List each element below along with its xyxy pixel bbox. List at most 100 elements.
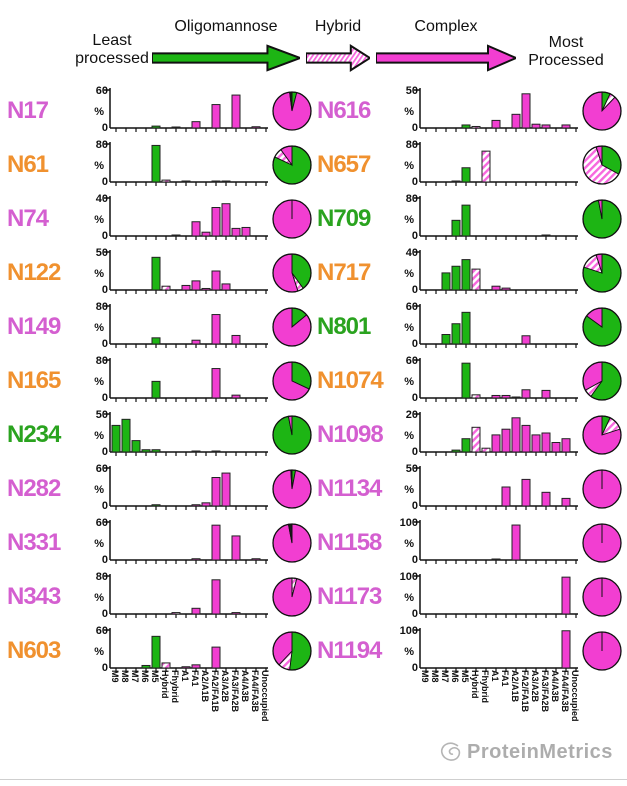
svg-text:0: 0 [102, 392, 108, 404]
bar-chart-N331: 60% 0 [94, 517, 268, 566]
site-label-N149: N149 [7, 313, 61, 340]
bar-N1074-Hybrid [471, 394, 481, 399]
x-axis-label-left-Fhybrid: Fhybrid [170, 670, 180, 703]
glyco-site-row-N165: N165 80% 0 [2, 354, 314, 408]
bar-N74-FA1 [191, 221, 201, 237]
bar-chart-N1173: 100% 0 [400, 571, 578, 620]
glyco-site-row-N1134: N1134 50% 0 [312, 462, 624, 516]
svg-text:100: 100 [400, 571, 418, 583]
bar-N1134-FA2/FA1B [521, 478, 531, 507]
pie-chart-N74 [272, 199, 312, 239]
svg-text:0: 0 [412, 338, 418, 350]
bar-N1074-FA2/FA1B [521, 389, 531, 399]
svg-text:0: 0 [102, 284, 108, 296]
most-processed-label: Most Processed [516, 34, 616, 70]
svg-text:50: 50 [96, 409, 108, 421]
x-axis-label-right-M8: M8 [430, 670, 440, 683]
bar-chart-N1074: 60% 0 [404, 355, 578, 404]
bar-N122-M5 [151, 256, 161, 291]
pie-chart-N709 [582, 199, 622, 239]
svg-text:60: 60 [96, 85, 108, 97]
svg-text:%: % [404, 376, 414, 388]
svg-text:80: 80 [96, 355, 108, 367]
svg-text:60: 60 [96, 625, 108, 637]
bar-N74-FA3/FA2B [231, 227, 241, 237]
pie-chart-N343 [272, 577, 312, 617]
bar-N17-FA1 [191, 121, 201, 129]
svg-text:%: % [94, 376, 104, 388]
x-axis-label-left-Unoccupied: Unoccupied [260, 670, 270, 722]
glyco-site-row-N1074: N1074 60% 0 [312, 354, 624, 408]
glyco-site-row-N603: N603 60% 0 [2, 624, 314, 678]
bar-N657-Fhybrid [481, 150, 491, 183]
bar-N616-FA2/FA1B [521, 93, 531, 129]
bar-N122-Hybrid [161, 285, 171, 291]
pie-chart-N234 [272, 415, 312, 455]
bar-N74-A4/A3B [241, 226, 251, 237]
svg-text:%: % [94, 268, 104, 280]
svg-text:80: 80 [96, 139, 108, 151]
pie-chart-N122 [272, 253, 312, 293]
glyco-site-row-N616: N616 50% 0 [312, 84, 624, 138]
site-label-N165: N165 [7, 367, 61, 394]
x-axis-label-left-FA3/FA2B: FA3/FA2B [230, 670, 240, 713]
bar-N17-FA3/FA2B [231, 94, 241, 129]
bar-N616-A3/A2B [531, 123, 541, 129]
bar-N616-Hybrid [471, 125, 481, 129]
bar-N331-FA4/FA3B [251, 558, 261, 561]
most-processed-line1: Most [548, 34, 584, 51]
site-label-N657: N657 [317, 151, 371, 178]
bar-N122-A2/A1B [201, 287, 211, 291]
svg-text:80: 80 [96, 301, 108, 313]
bar-chart-N1098: 20% 0 [404, 409, 578, 458]
svg-text:0: 0 [102, 500, 108, 512]
x-axis-label-left-M6: M6 [140, 670, 150, 683]
pie-chart-N1098 [582, 415, 622, 455]
x-axis-label-right-FA2/FA1B: FA2/FA1B [520, 670, 530, 713]
site-label-N1074: N1074 [317, 367, 384, 394]
bar-N122-A1 [181, 284, 191, 291]
svg-text:0: 0 [102, 662, 108, 674]
pie-chart-N149 [272, 307, 312, 347]
pie-chart-N801 [582, 307, 622, 347]
bar-N234-FA2/FA1B [211, 450, 221, 453]
svg-text:80: 80 [406, 139, 418, 151]
svg-text:100: 100 [400, 625, 418, 637]
bar-N1098-A3/A2B [531, 434, 541, 453]
complex-arrow [376, 44, 516, 72]
site-label-N234: N234 [7, 421, 61, 448]
bar-N74-Fhybrid [171, 234, 181, 237]
bar-N165-FA2/FA1B [211, 368, 221, 399]
bar-chart-N61: 80% 0 [94, 139, 268, 188]
bar-N603-M6 [141, 664, 151, 669]
svg-text:20: 20 [406, 409, 418, 421]
bar-N122-A3/A2B [221, 283, 231, 291]
svg-text:%: % [404, 214, 414, 226]
bar-N61-Hybrid [161, 179, 171, 183]
bar-N1158-A2/A1B [511, 524, 521, 561]
pie-chart-N165 [272, 361, 312, 401]
svg-text:60: 60 [96, 517, 108, 529]
bar-chart-N74: 40% 0 [94, 193, 268, 242]
svg-text:0: 0 [412, 500, 418, 512]
bar-N17-FA4/FA3B [251, 126, 261, 129]
bar-N74-FA2/FA1B [211, 207, 221, 237]
bar-N1074-FA1 [501, 394, 511, 399]
bar-chart-N1158: 100% 0 [400, 517, 578, 566]
site-label-N122: N122 [7, 259, 61, 286]
x-axis-label-left-A2/A1B: A2/A1B [200, 670, 210, 703]
bar-N1194-FA4/FA3B [561, 630, 571, 669]
svg-text:%: % [94, 538, 104, 550]
bar-chart-N603: 60% 0 [94, 625, 268, 674]
column-left: N17 60% 0 N61 80% 0 N74 40% 0 N122 50% 0 N149 80% 0 N16… [2, 84, 314, 678]
bar-chart-N709: 80% 0 [404, 193, 578, 242]
glyco-site-row-N1158: N1158 100% 0 [312, 516, 624, 570]
svg-text:%: % [94, 214, 104, 226]
svg-text:%: % [94, 484, 104, 496]
bar-N282-FA2/FA1B [211, 477, 221, 507]
bar-N801-M6 [451, 323, 461, 345]
glyco-site-row-N1194: N1194 100% 0 [312, 624, 624, 678]
bottom-divider [0, 779, 627, 780]
pie-chart-N61 [272, 145, 312, 185]
svg-text:0: 0 [102, 446, 108, 458]
